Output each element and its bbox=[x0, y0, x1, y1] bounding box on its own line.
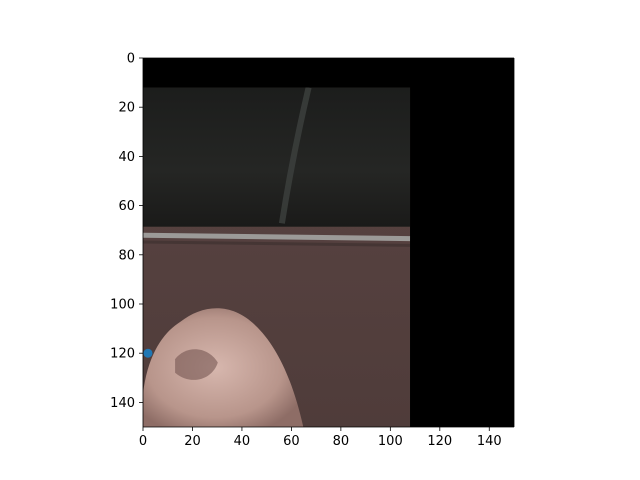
scatter-points bbox=[143, 348, 153, 358]
y-tick-label: 0 bbox=[127, 52, 135, 67]
x-tick-label: 100 bbox=[378, 434, 403, 449]
photo-hand-shadow bbox=[175, 349, 218, 380]
scatter-point bbox=[143, 348, 153, 358]
photo-rail-shadow bbox=[143, 240, 411, 247]
photo-rail bbox=[143, 232, 411, 242]
y-tick-label: 40 bbox=[118, 150, 135, 165]
x-tick-label: 140 bbox=[477, 434, 502, 449]
y-tick-label: 140 bbox=[110, 396, 135, 411]
y-axis-ticks: 0 20 40 60 80 100 120 140 bbox=[110, 52, 143, 411]
x-tick-label: 0 bbox=[139, 434, 147, 449]
y-tick-label: 20 bbox=[118, 101, 135, 116]
y-tick-label: 120 bbox=[110, 347, 135, 362]
y-tick-label: 100 bbox=[110, 298, 135, 313]
x-tick-label: 20 bbox=[184, 434, 201, 449]
photo-image bbox=[143, 87, 411, 428]
x-tick-label: 80 bbox=[333, 434, 350, 449]
photo-hand bbox=[143, 308, 304, 427]
photo-curtain-region bbox=[143, 87, 411, 227]
x-tick-label: 40 bbox=[234, 434, 251, 449]
y-tick-label: 80 bbox=[118, 248, 135, 263]
x-tick-label: 60 bbox=[283, 434, 300, 449]
photo-curtain-fold bbox=[278, 87, 312, 224]
x-axis-ticks: 0 20 40 60 80 100 120 140 bbox=[139, 427, 502, 449]
x-tick-label: 120 bbox=[427, 434, 452, 449]
y-tick-label: 60 bbox=[118, 199, 135, 214]
